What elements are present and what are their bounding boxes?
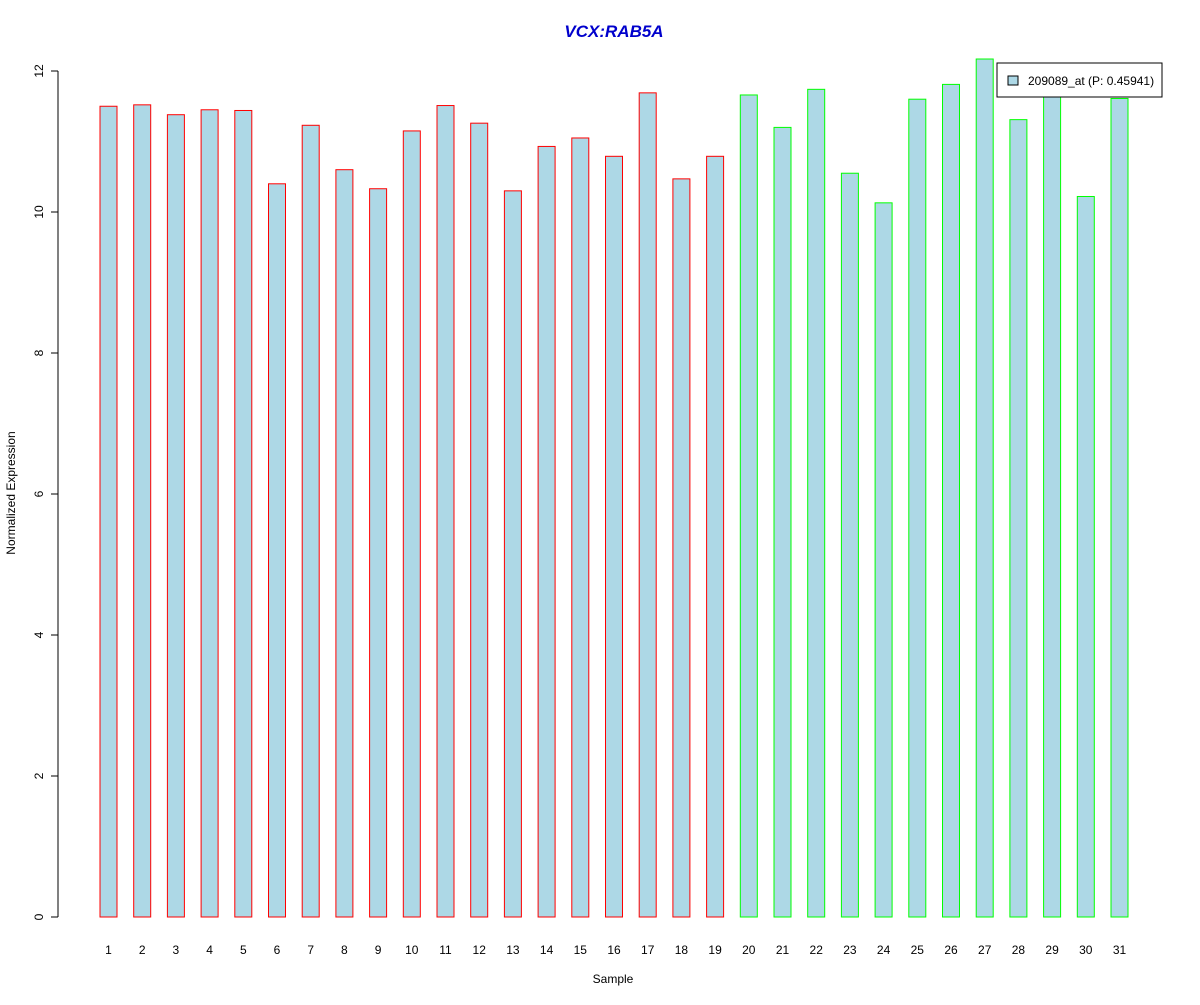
- bar-sample-19: [706, 155, 725, 918]
- bar-sample-18: [672, 178, 691, 918]
- x-tick-label: 6: [274, 943, 281, 957]
- bar-sample-1: [99, 105, 118, 918]
- x-tick-label: 4: [206, 943, 213, 957]
- bar-sample-7: [301, 124, 320, 918]
- bar-sample-6: [268, 183, 286, 918]
- y-axis-label: Normalized Expression: [4, 431, 18, 554]
- x-tick-label: 15: [574, 943, 588, 957]
- x-axis-label: Sample: [593, 972, 634, 986]
- x-tick-label: 31: [1113, 943, 1127, 957]
- y-tick-label: 6: [32, 490, 46, 497]
- x-tick-label: 5: [240, 943, 247, 957]
- x-tick-labels: 1 2 3 4 5 6 7 8 9 10 11 12 13 14 15 16 17 18 19 20 21 22 23 24 2…: [105, 943, 1126, 957]
- x-tick-label: 28: [1012, 943, 1026, 957]
- bar-sample-13: [503, 190, 522, 918]
- y-tick-label: 12: [32, 64, 46, 78]
- x-tick-label: 8: [341, 943, 348, 957]
- bar-sample-3: [166, 114, 185, 918]
- x-tick-label: 30: [1079, 943, 1093, 957]
- x-tick-label: 21: [776, 943, 790, 957]
- bar-sample-11: [436, 105, 455, 918]
- x-tick-label: 27: [978, 943, 992, 957]
- x-tick-label: 10: [405, 943, 419, 957]
- x-tick-label: 11: [439, 943, 452, 957]
- bar-sample-21: [773, 126, 792, 918]
- bar-sample-29: [1043, 90, 1062, 918]
- x-tick-label: 24: [877, 943, 891, 957]
- legend-label: 209089_at (P: 0.45941): [1028, 74, 1154, 88]
- bar-sample-26: [942, 83, 960, 918]
- bar-sample-20: [739, 94, 758, 918]
- legend-swatch: [1007, 75, 1019, 86]
- bar-sample-12: [470, 122, 489, 918]
- x-tick-label: 20: [742, 943, 756, 957]
- y-tick-label: 2: [32, 772, 46, 779]
- bar-sample-25: [908, 98, 927, 918]
- legend: 209089_at (P: 0.45941): [996, 62, 1163, 98]
- y-tick-label: 10: [32, 205, 46, 219]
- bar-sample-9: [369, 188, 388, 918]
- x-tick-label: 9: [375, 943, 382, 957]
- bar-sample-15: [571, 137, 590, 918]
- bar-sample-28: [1009, 119, 1028, 918]
- y-tick-label: 4: [32, 631, 46, 638]
- y-axis: 0 2 4 6 8 10 12: [32, 64, 59, 920]
- x-tick-label: 1: [105, 943, 112, 957]
- x-tick-label: 25: [911, 943, 925, 957]
- x-tick-label: 13: [506, 943, 520, 957]
- bar-sample-14: [537, 145, 556, 918]
- x-tick-label: 3: [173, 943, 180, 957]
- x-tick-label: 29: [1045, 943, 1059, 957]
- bar-sample-30: [1076, 195, 1095, 918]
- bar-sample-31: [1110, 97, 1129, 918]
- y-tick-label: 0: [32, 913, 46, 920]
- x-tick-label: 2: [139, 943, 146, 957]
- x-tick-label: 7: [307, 943, 314, 957]
- x-tick-label: 18: [675, 943, 689, 957]
- bar-sample-2: [133, 104, 152, 918]
- chart-title: VCX:RAB5A: [564, 22, 663, 41]
- bar-sample-22: [807, 88, 826, 918]
- bar-sample-5: [234, 109, 253, 918]
- legend-box: [996, 62, 1163, 98]
- x-tick-label: 19: [708, 943, 722, 957]
- x-tick-label: 22: [810, 943, 824, 957]
- x-tick-label: 12: [473, 943, 487, 957]
- bar-sample-16: [605, 155, 623, 918]
- bar-sample-10: [402, 130, 421, 918]
- x-tick-label: 23: [843, 943, 857, 957]
- x-tick-label: 26: [944, 943, 958, 957]
- x-tick-label: 16: [607, 943, 621, 957]
- bar-sample-4: [200, 109, 219, 918]
- bar-sample-27: [975, 58, 994, 918]
- x-tick-label: 14: [540, 943, 554, 957]
- y-tick-label: 8: [32, 349, 46, 356]
- x-tick-label: 17: [641, 943, 655, 957]
- bar-sample-8: [335, 169, 354, 918]
- bars-group: [99, 58, 1129, 918]
- bar-sample-24: [874, 202, 893, 918]
- bar-sample-23: [840, 172, 859, 918]
- bar-sample-17: [638, 92, 657, 918]
